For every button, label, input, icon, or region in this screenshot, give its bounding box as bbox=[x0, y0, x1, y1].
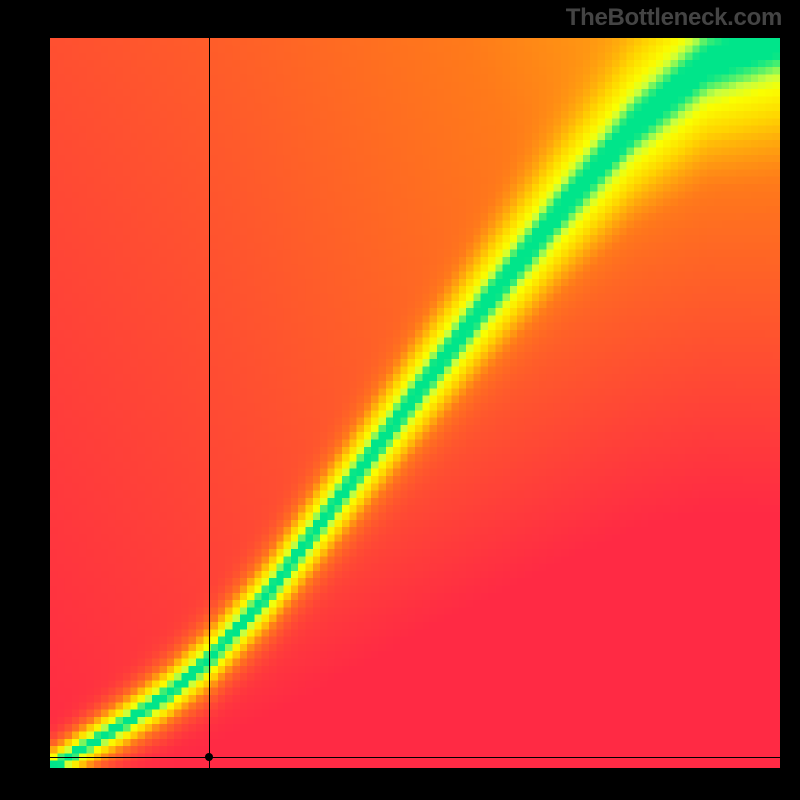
watermark-text: TheBottleneck.com bbox=[566, 4, 782, 32]
crosshair-horizontal-line bbox=[50, 757, 780, 758]
crosshair-vertical-line bbox=[209, 38, 210, 768]
bottleneck-heatmap bbox=[50, 38, 780, 768]
